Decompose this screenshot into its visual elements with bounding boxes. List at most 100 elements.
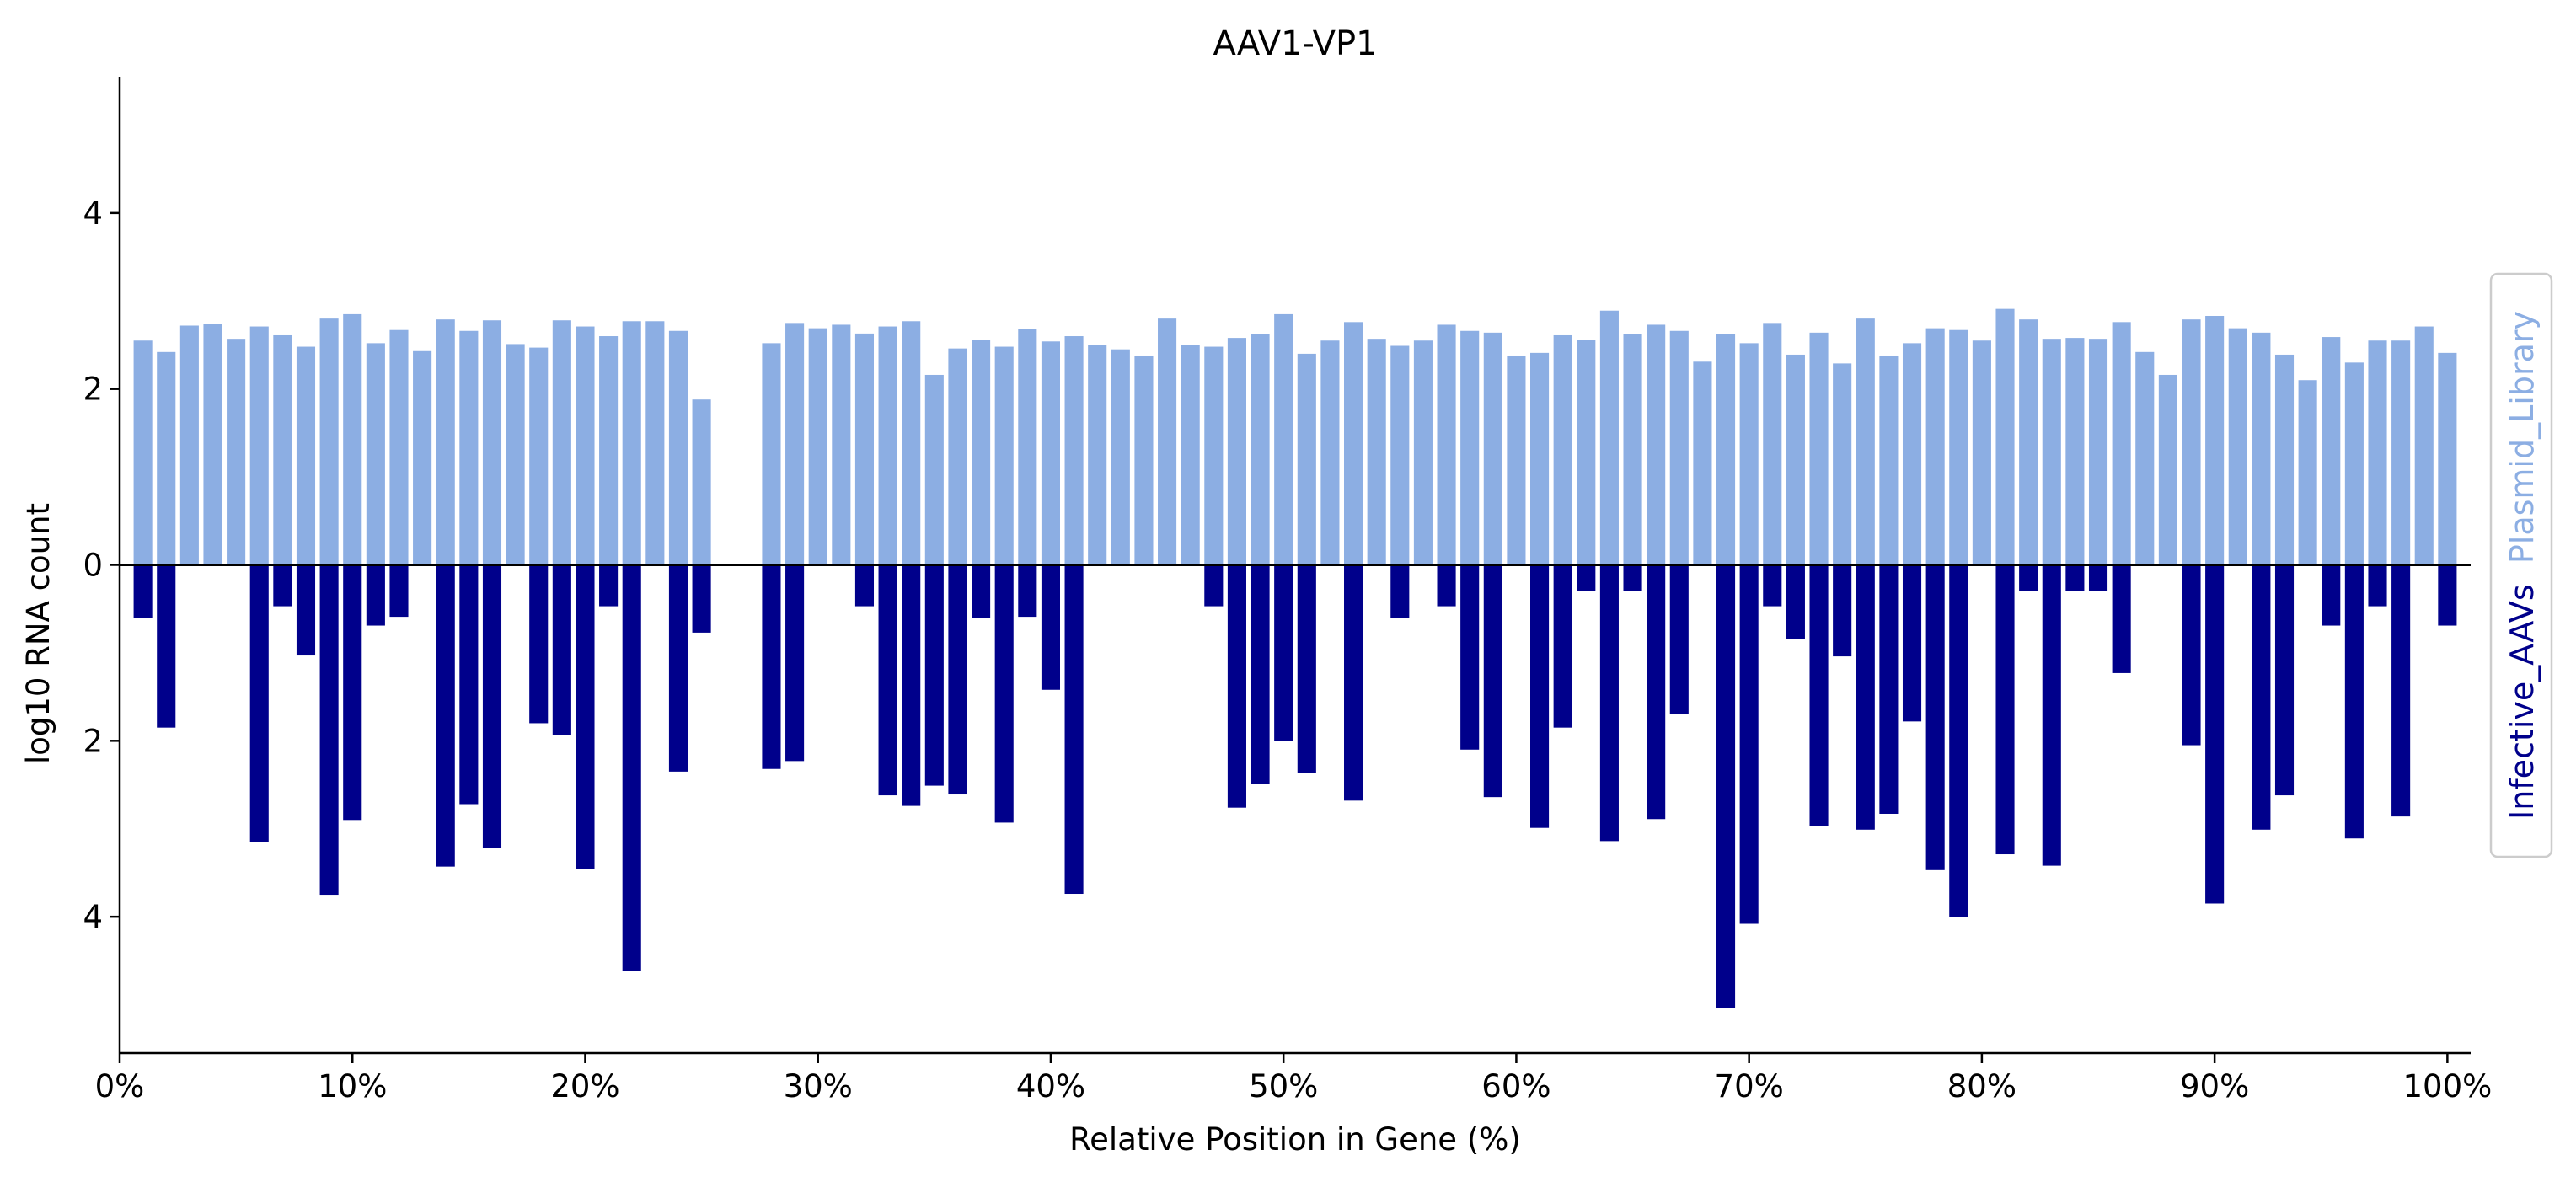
bar-plasmid-library — [808, 328, 827, 565]
bar-infective-aavs — [948, 564, 967, 795]
legend-spacer — [2504, 564, 2541, 584]
bar-infective-aavs — [133, 564, 153, 618]
bar-plasmid-library — [203, 324, 222, 565]
bar-infective-aavs — [296, 564, 316, 656]
bar-plasmid-library — [366, 343, 385, 565]
bar-plasmid-library — [1413, 340, 1433, 565]
y-tick-label: 4 — [83, 899, 103, 935]
bar-plasmid-library — [2228, 328, 2247, 565]
ticks-group: 0% 10% 20% 30% 40% 50% 60% 70% 80% 90% 100% 4 2 0 2 4 — [83, 195, 2492, 1104]
bar-plasmid-library — [1763, 323, 1782, 565]
y-tick-label: 4 — [83, 195, 103, 232]
bar-plasmid-library — [1925, 328, 1945, 565]
bar-plasmid-library — [1833, 363, 1852, 565]
bar-plasmid-library — [2065, 338, 2085, 565]
bar-infective-aavs — [319, 564, 339, 896]
x-tick-label: 70% — [1715, 1068, 1784, 1104]
bar-infective-aavs — [622, 564, 641, 971]
bar-plasmid-library — [1483, 332, 1502, 565]
bar-plasmid-library — [1599, 310, 1619, 565]
bar-infective-aavs — [2112, 564, 2131, 673]
bar-plasmid-library — [506, 344, 525, 565]
bar-plasmid-library — [1786, 354, 1805, 565]
x-tick-label: 40% — [1016, 1068, 1085, 1104]
bar-plasmid-library — [1367, 339, 1386, 565]
bar-infective-aavs — [2042, 564, 2061, 866]
bar-infective-aavs — [902, 564, 921, 806]
x-tick-label: 30% — [784, 1068, 853, 1104]
bar-plasmid-library — [2135, 351, 2155, 565]
bar-plasmid-library — [1623, 334, 1642, 565]
bar-plasmid-library — [2042, 339, 2061, 565]
bar-infective-aavs — [785, 564, 805, 762]
bar-infective-aavs — [576, 564, 595, 869]
bar-plasmid-library — [1088, 345, 1107, 565]
bar-plasmid-library — [1181, 345, 1200, 565]
bar-plasmid-library — [1437, 324, 1456, 565]
bar-plasmid-library — [1204, 346, 1224, 565]
bar-infective-aavs — [1739, 564, 1759, 924]
bar-infective-aavs — [2205, 564, 2225, 904]
bars-group — [133, 308, 2457, 1008]
bar-infective-aavs — [924, 564, 944, 786]
bar-plasmid-library — [785, 323, 805, 565]
bar-infective-aavs — [1274, 564, 1293, 741]
x-tick-label: 90% — [2180, 1068, 2249, 1104]
y-tick-label: 0 — [83, 548, 103, 584]
x-tick-label: 100% — [2402, 1068, 2492, 1104]
bar-plasmid-library — [1577, 340, 1596, 565]
bar-infective-aavs — [1949, 564, 1968, 917]
bar-plasmid-library — [2019, 319, 2038, 565]
bar-plasmid-library — [249, 326, 269, 565]
bar-plasmid-library — [1227, 338, 1246, 565]
bar-plasmid-library — [1111, 349, 1130, 565]
bar-infective-aavs — [1669, 564, 1689, 715]
bar-infective-aavs — [366, 564, 385, 626]
bar-plasmid-library — [227, 339, 246, 565]
bar-plasmid-library — [552, 320, 571, 565]
bar-plasmid-library — [1995, 308, 2015, 565]
bar-plasmid-library — [1972, 340, 1991, 565]
bar-plasmid-library — [1856, 318, 1875, 565]
bar-infective-aavs — [1553, 564, 1572, 728]
bar-infective-aavs — [2019, 564, 2038, 591]
bar-plasmid-library — [1809, 332, 1829, 565]
bar-plasmid-library — [1553, 334, 1572, 565]
bar-infective-aavs — [1763, 564, 1782, 607]
bar-plasmid-library — [1390, 345, 1410, 565]
bar-plasmid-library — [1297, 353, 1316, 565]
bar-plasmid-library — [924, 374, 944, 565]
y-axis-label: log10 RNA count — [20, 503, 56, 764]
bar-plasmid-library — [832, 324, 851, 565]
bar-infective-aavs — [2322, 564, 2341, 626]
bar-plasmid-library — [2391, 340, 2411, 565]
bar-infective-aavs — [2182, 564, 2201, 746]
bar-plasmid-library — [1716, 334, 1736, 565]
bar-plasmid-library — [1274, 313, 1293, 565]
bar-infective-aavs — [1018, 564, 1037, 618]
bar-infective-aavs — [972, 564, 991, 618]
bar-infective-aavs — [2088, 564, 2108, 591]
bar-plasmid-library — [2344, 362, 2364, 565]
bar-plasmid-library — [1902, 343, 1922, 565]
bar-plasmid-library — [1041, 341, 1060, 565]
bar-plasmid-library — [319, 318, 339, 565]
bar-plasmid-library — [1530, 352, 1550, 565]
bar-plasmid-library — [762, 343, 781, 565]
bar-plasmid-library — [1507, 355, 1526, 565]
bar-infective-aavs — [459, 564, 479, 805]
bar-plasmid-library — [1669, 330, 1689, 565]
x-tick-label: 0% — [95, 1068, 145, 1104]
bar-infective-aavs — [1297, 564, 1316, 773]
bar-infective-aavs — [1577, 564, 1596, 591]
bar-infective-aavs — [878, 564, 897, 796]
legend-frame — [2489, 272, 2553, 858]
bar-infective-aavs — [1716, 564, 1736, 1008]
bar-plasmid-library — [1693, 361, 1712, 565]
bar-plasmid-library — [622, 321, 641, 565]
bar-plasmid-library — [878, 326, 897, 565]
x-tick-label: 50% — [1249, 1068, 1318, 1104]
bar-infective-aavs — [1460, 564, 1480, 750]
bar-infective-aavs — [1437, 564, 1456, 607]
bar-plasmid-library — [157, 351, 176, 565]
